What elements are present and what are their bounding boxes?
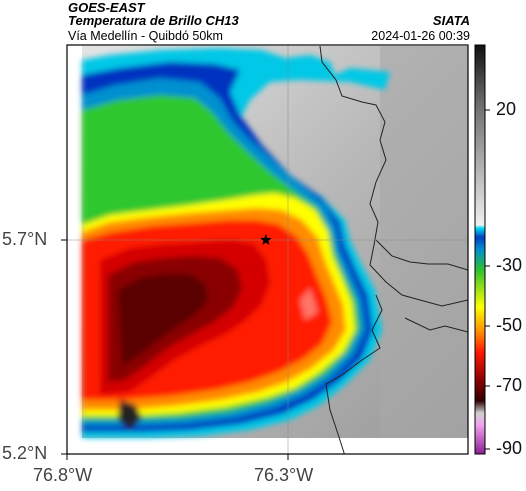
brightness-temperature-field <box>67 45 468 454</box>
map-title: Temperatura de Brillo CH13 <box>68 13 239 28</box>
colorbar-tick-label: -90 <box>496 438 523 458</box>
organization-name: SIATA <box>432 13 470 28</box>
map-subtitle: Vía Medellín - Quibdó 50km <box>68 29 223 43</box>
colorbar-tick-label: -70 <box>496 375 523 395</box>
lon-tick-marks <box>66 454 289 460</box>
lat-tick-label: 5.2°N <box>2 443 48 463</box>
map-frame <box>66 44 469 455</box>
lat-tick-marks <box>61 239 67 455</box>
star-icon <box>260 234 272 245</box>
satellite-name: GOES-EAST <box>68 0 145 15</box>
lat-tick-label: 5.7°N <box>2 229 48 249</box>
lon-tick-label: 76.8°W <box>33 465 93 485</box>
image-datetime: 2024-01-26 00:39 <box>371 29 470 43</box>
colorbar <box>474 44 486 455</box>
lon-tick-label: 76.3°W <box>254 465 314 485</box>
colorbar-tick-label: -50 <box>496 315 523 335</box>
colorbar-tick-label: -30 <box>496 255 523 275</box>
colorbar-tick-label: 20 <box>496 99 517 119</box>
colorbar-tick-marks <box>485 109 490 450</box>
border-lines <box>319 45 468 454</box>
location-star <box>260 234 272 245</box>
